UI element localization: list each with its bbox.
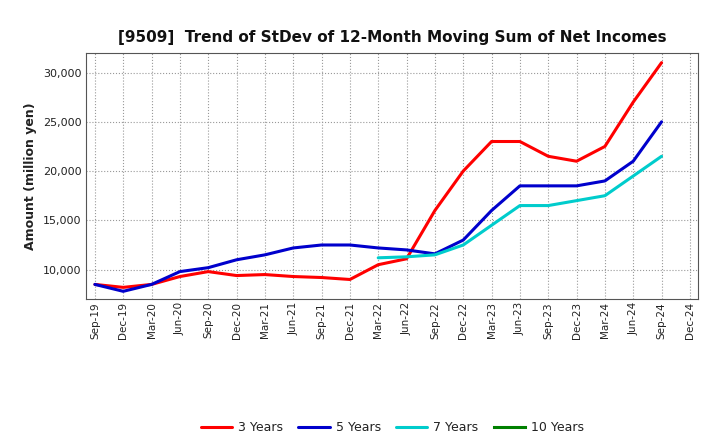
Title: [9509]  Trend of StDev of 12-Month Moving Sum of Net Incomes: [9509] Trend of StDev of 12-Month Moving… — [118, 29, 667, 45]
3 Years — [516, 139, 524, 144]
5 Years — [374, 246, 382, 251]
5 Years — [261, 252, 269, 257]
7 Years — [402, 254, 411, 260]
3 Years — [148, 282, 156, 287]
3 Years — [487, 139, 496, 144]
3 Years — [600, 144, 609, 149]
5 Years — [318, 242, 326, 248]
Line: 3 Years: 3 Years — [95, 62, 662, 287]
5 Years — [176, 269, 184, 274]
3 Years — [261, 272, 269, 277]
5 Years — [289, 246, 297, 251]
3 Years — [572, 158, 581, 164]
3 Years — [289, 274, 297, 279]
5 Years — [233, 257, 241, 262]
5 Years — [629, 158, 637, 164]
3 Years — [544, 154, 552, 159]
3 Years — [318, 275, 326, 280]
5 Years — [459, 238, 467, 243]
7 Years — [629, 173, 637, 179]
3 Years — [374, 262, 382, 268]
5 Years — [346, 242, 354, 248]
7 Years — [374, 255, 382, 260]
5 Years — [600, 178, 609, 183]
Line: 7 Years: 7 Years — [378, 156, 662, 258]
Line: 5 Years: 5 Years — [95, 122, 662, 291]
3 Years — [431, 208, 439, 213]
5 Years — [657, 119, 666, 125]
7 Years — [431, 252, 439, 257]
7 Years — [459, 242, 467, 248]
Legend: 3 Years, 5 Years, 7 Years, 10 Years: 3 Years, 5 Years, 7 Years, 10 Years — [196, 416, 589, 439]
3 Years — [176, 274, 184, 279]
3 Years — [91, 282, 99, 287]
7 Years — [572, 198, 581, 203]
7 Years — [600, 193, 609, 198]
5 Years — [204, 265, 212, 270]
3 Years — [402, 256, 411, 261]
7 Years — [516, 203, 524, 208]
5 Years — [544, 183, 552, 188]
5 Years — [119, 289, 127, 294]
5 Years — [572, 183, 581, 188]
7 Years — [544, 203, 552, 208]
5 Years — [487, 208, 496, 213]
7 Years — [487, 223, 496, 228]
5 Years — [91, 282, 99, 287]
5 Years — [516, 183, 524, 188]
Y-axis label: Amount (million yen): Amount (million yen) — [24, 102, 37, 250]
3 Years — [629, 99, 637, 105]
5 Years — [431, 251, 439, 257]
3 Years — [346, 277, 354, 282]
3 Years — [204, 269, 212, 274]
5 Years — [402, 247, 411, 253]
3 Years — [459, 169, 467, 174]
7 Years — [657, 154, 666, 159]
3 Years — [119, 285, 127, 290]
5 Years — [148, 282, 156, 287]
3 Years — [233, 273, 241, 278]
3 Years — [657, 60, 666, 65]
